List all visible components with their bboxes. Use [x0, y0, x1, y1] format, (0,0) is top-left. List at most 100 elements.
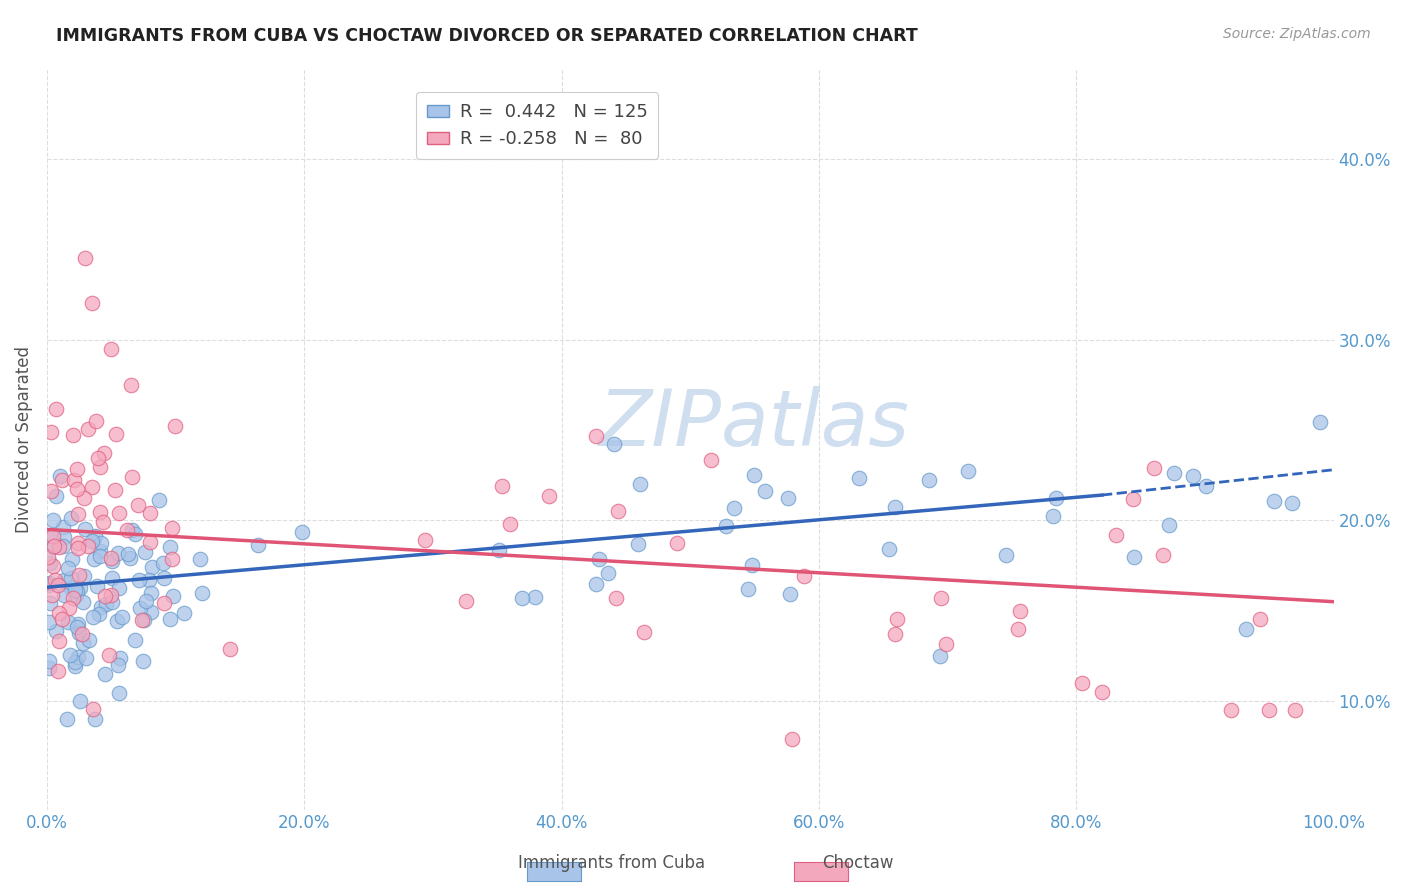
- Point: [48, 606, 70, 620]
- Point: [65, 659, 87, 673]
- Point: [84, 414, 107, 428]
- Point: [60, 510, 83, 524]
- Point: [98, 648, 121, 663]
- Point: [107, 506, 129, 520]
- Point: [77, 539, 100, 553]
- Point: [134, 613, 156, 627]
- Point: [66, 650, 89, 665]
- Point: [138, 573, 160, 587]
- Point: [86, 579, 108, 593]
- Point: [96, 597, 118, 611]
- Point: [152, 596, 174, 610]
- Point: [291, 524, 314, 539]
- Point: [605, 591, 627, 606]
- Point: [80, 479, 103, 493]
- Point: [633, 624, 655, 639]
- Point: [37, 578, 59, 592]
- Point: [82, 702, 104, 716]
- Point: [105, 614, 128, 628]
- Point: [606, 504, 628, 518]
- Point: [884, 627, 907, 641]
- Point: [73, 491, 96, 506]
- Point: [512, 591, 534, 605]
- Point: [1104, 528, 1126, 542]
- Point: [58, 615, 80, 629]
- Point: [67, 536, 90, 550]
- Point: [139, 586, 162, 600]
- Point: [877, 541, 900, 556]
- Point: [754, 483, 776, 498]
- Point: [42, 513, 65, 527]
- Point: [90, 600, 112, 615]
- Text: Source: ZipAtlas.com: Source: ZipAtlas.com: [1223, 27, 1371, 41]
- Point: [66, 620, 89, 634]
- Point: [52, 588, 75, 602]
- Point: [87, 607, 110, 621]
- Point: [779, 587, 801, 601]
- Point: [918, 473, 941, 487]
- Point: [38, 654, 60, 668]
- Point: [73, 569, 96, 583]
- Point: [1163, 466, 1185, 480]
- Point: [107, 657, 129, 672]
- Point: [115, 523, 138, 537]
- Point: [1143, 461, 1166, 475]
- Point: [159, 541, 181, 555]
- Point: [77, 633, 100, 648]
- Point: [247, 538, 270, 552]
- Point: [42, 558, 65, 573]
- Point: [45, 401, 67, 416]
- Point: [101, 571, 124, 585]
- Point: [72, 595, 94, 609]
- Point: [38, 661, 60, 675]
- Point: [128, 601, 150, 615]
- Point: [141, 560, 163, 574]
- Point: [100, 342, 122, 356]
- Point: [134, 545, 156, 559]
- Point: [499, 517, 522, 532]
- Point: [1309, 415, 1331, 429]
- Point: [138, 535, 160, 549]
- Point: [780, 732, 803, 747]
- Point: [84, 529, 107, 543]
- Point: [928, 649, 950, 664]
- Point: [93, 446, 115, 460]
- Point: [45, 624, 67, 639]
- Point: [1008, 603, 1031, 617]
- Point: [723, 501, 745, 516]
- Point: [66, 584, 89, 599]
- Point: [107, 545, 129, 559]
- Point: [42, 529, 65, 543]
- Point: [59, 648, 82, 663]
- Point: [83, 551, 105, 566]
- Point: [1219, 703, 1241, 717]
- Point: [89, 460, 111, 475]
- Point: [1258, 703, 1281, 717]
- Point: [39, 529, 62, 543]
- Point: [883, 500, 905, 515]
- Point: [588, 552, 610, 566]
- Point: [152, 556, 174, 570]
- Point: [66, 507, 89, 521]
- Point: [58, 600, 80, 615]
- Point: [665, 536, 688, 550]
- Point: [75, 523, 97, 537]
- Text: Immigrants from Cuba: Immigrants from Cuba: [517, 855, 706, 872]
- Point: [108, 581, 131, 595]
- Point: [59, 581, 82, 595]
- Point: [165, 419, 187, 434]
- Point: [162, 551, 184, 566]
- Point: [66, 541, 89, 555]
- Point: [67, 617, 90, 632]
- Point: [75, 651, 97, 665]
- Point: [1195, 479, 1218, 493]
- Point: [46, 578, 69, 592]
- Point: [935, 637, 957, 651]
- Point: [628, 476, 651, 491]
- Point: [38, 556, 60, 570]
- Point: [1263, 494, 1285, 508]
- Point: [66, 462, 89, 476]
- Point: [66, 482, 89, 496]
- Point: [86, 450, 108, 465]
- Point: [741, 558, 763, 573]
